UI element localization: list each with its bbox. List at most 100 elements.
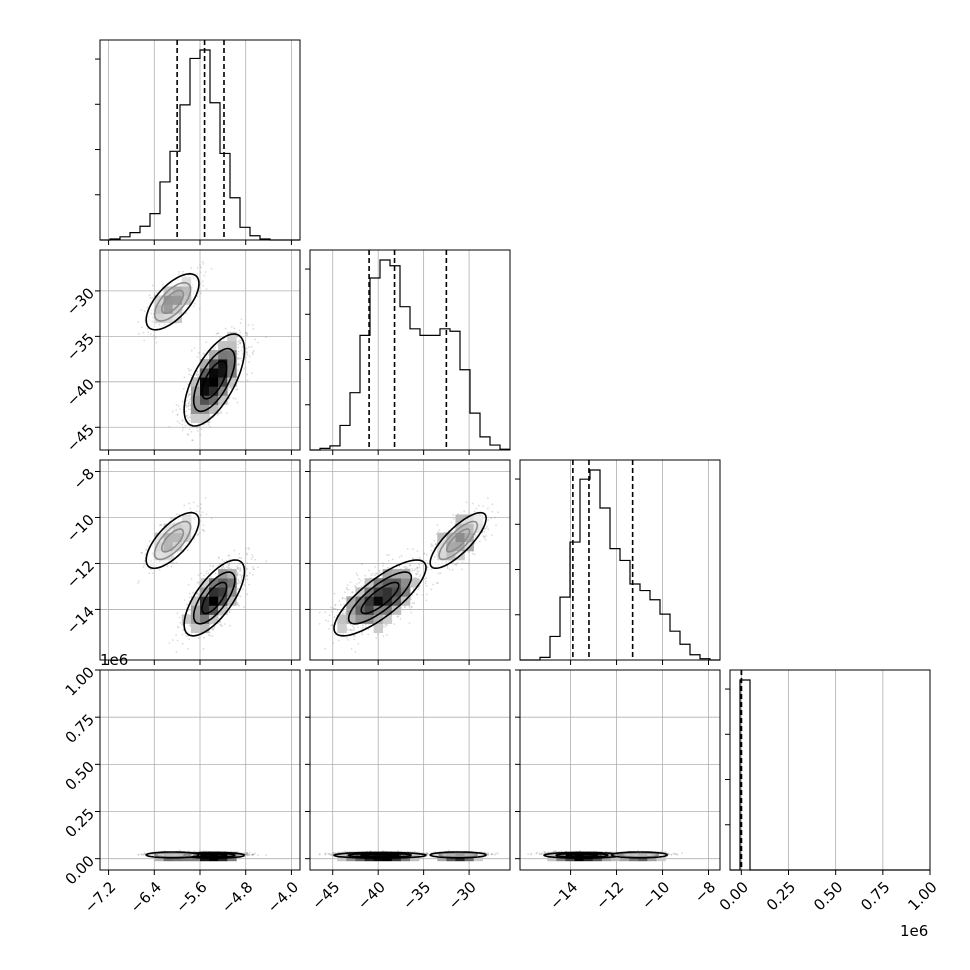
sample-point: [240, 579, 243, 582]
sample-point: [341, 597, 344, 600]
sample-point: [425, 599, 428, 602]
sample-point: [152, 334, 155, 337]
sample-point: [471, 552, 474, 555]
density-cell: [227, 359, 237, 369]
sample-point: [353, 626, 355, 629]
sample-point: [352, 629, 354, 631]
sample-point: [361, 628, 364, 630]
sample-point: [235, 388, 238, 391]
sample-point: [404, 567, 407, 570]
sample-point: [239, 357, 242, 360]
sample-point: [212, 564, 215, 567]
sample-point: [228, 386, 231, 389]
sample-point: [410, 611, 412, 614]
sample-point: [246, 567, 248, 570]
sample-point: [172, 561, 175, 564]
sample-point: [331, 624, 334, 627]
sample-point: [402, 566, 405, 568]
sample-point: [233, 327, 236, 330]
sample-point: [196, 356, 199, 358]
sample-point: [237, 358, 240, 360]
sample-point: [223, 567, 226, 570]
sample-point: [433, 539, 436, 542]
sample-point: [176, 513, 178, 516]
sample-point: [188, 428, 191, 431]
histogram-p0: [100, 49, 300, 241]
sample-point: [171, 517, 173, 520]
sample-point: [187, 402, 190, 405]
sample-point: [239, 569, 242, 571]
sample-point: [246, 574, 248, 577]
density-cell: [209, 614, 219, 624]
sample-point: [190, 577, 193, 580]
sample-point: [238, 552, 241, 555]
density-cell: [227, 377, 237, 387]
sample-point: [207, 572, 210, 575]
sample-point: [186, 433, 189, 436]
density-cell: [190, 596, 201, 606]
sample-point: [179, 621, 182, 624]
sample-point: [198, 307, 201, 310]
sample-point: [175, 634, 178, 636]
sample-point: [485, 527, 487, 530]
density-cell: [200, 368, 210, 378]
sample-point: [188, 394, 191, 396]
panels-layer: [95, 39, 931, 875]
sample-point: [236, 565, 239, 568]
sample-point: [211, 628, 214, 630]
sample-point: [187, 609, 190, 612]
sample-point: [239, 570, 242, 572]
sample-point: [140, 552, 143, 554]
sample-point: [203, 423, 206, 426]
sample-point: [404, 606, 406, 609]
density-cell: [190, 395, 201, 405]
sample-point: [435, 533, 438, 535]
sample-point: [328, 614, 331, 617]
sample-point: [237, 340, 239, 343]
sample-point: [175, 650, 178, 653]
sample-point: [251, 554, 253, 556]
sample-point: [218, 404, 220, 407]
sample-point: [208, 631, 211, 634]
sample-point: [236, 573, 239, 576]
density-cell: [190, 377, 201, 387]
sample-point: [211, 565, 214, 568]
sample-point: [242, 588, 244, 591]
sample-point: [190, 349, 193, 352]
sample-point: [246, 593, 249, 595]
sample-point: [478, 540, 481, 543]
sample-point: [169, 517, 172, 519]
sample-point: [240, 318, 243, 321]
sample-point: [192, 591, 194, 594]
sample-point: [246, 574, 248, 577]
sample-point: [227, 386, 230, 389]
sample-point: [265, 560, 268, 563]
sample-point: [430, 568, 433, 571]
sample-point: [364, 574, 367, 577]
sample-point: [215, 332, 218, 335]
sample-point: [238, 556, 241, 559]
sample-point: [473, 542, 476, 545]
sample-point: [254, 558, 257, 561]
sample-point: [238, 604, 240, 607]
sample-point: [346, 588, 348, 591]
density-cell: [200, 587, 210, 597]
sample-point: [181, 419, 184, 422]
sample-point: [214, 346, 217, 349]
sample-point: [246, 351, 248, 354]
sample-point: [350, 647, 353, 650]
sample-point: [185, 399, 188, 402]
sample-point: [177, 626, 180, 629]
sample-point: [425, 577, 428, 580]
sample-point: [251, 324, 254, 326]
sample-point: [243, 584, 246, 586]
sample-point: [228, 566, 231, 569]
sample-point: [211, 628, 214, 631]
sample-point: [332, 607, 335, 610]
sample-point: [146, 327, 149, 330]
contour-1-2: [145, 511, 200, 570]
sample-point: [423, 552, 425, 555]
sample-point: [416, 570, 419, 573]
sample-point: [237, 588, 239, 591]
density-cell: [218, 596, 228, 606]
